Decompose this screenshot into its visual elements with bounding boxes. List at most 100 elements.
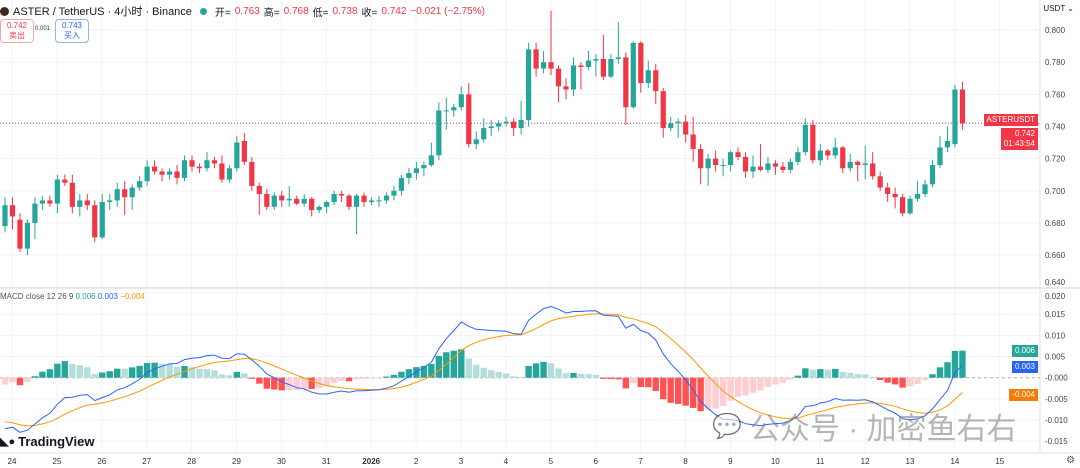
candle-body [548,62,554,69]
macd-histogram-bar [233,371,241,378]
macd-line [4,305,963,433]
candle [421,161,427,177]
macd-histogram-bar [794,375,802,378]
candle-body [204,160,210,169]
macd-histogram-bar [473,364,480,378]
currency-selector[interactable]: USDT ⌄ [1043,4,1074,13]
candle [952,84,958,148]
candle-body [922,184,928,194]
settings-gear-icon[interactable]: ⚙ [1066,455,1075,466]
macd-histogram-bar [390,374,398,378]
candle [488,120,494,137]
candle [653,63,659,104]
macd-histogram-bar [772,377,779,385]
macd-histogram-bar [308,377,315,390]
macd-histogram-bar [637,377,644,388]
candle-body [847,161,853,169]
candle [593,54,599,77]
candle [17,213,23,252]
macd-histogram-bar [121,368,128,378]
candle-body [226,168,232,180]
candle-body [914,193,921,199]
tradingview-logo[interactable]: ◣● TradingView [0,434,94,449]
symbol-price-badge: ASTERUSDT [983,114,1038,126]
candle [286,185,292,207]
x-axis-tick-label: 3 [459,457,464,466]
candle [907,195,913,215]
candle-body [62,179,68,183]
candle [196,163,203,174]
macd-histogram-bar [824,369,831,378]
price-axis-tick-label: 0.780 [1045,58,1066,67]
candle-body [735,152,741,158]
candle-body [361,195,367,203]
candle-body [959,89,966,124]
candle-body [870,163,876,177]
candle [713,150,719,172]
macd-histogram-bar [323,377,330,387]
candle-body [585,60,592,68]
macd-histogram-bar [69,364,76,378]
macd-histogram-bar [682,377,689,406]
candle-body [802,124,808,153]
macd-histogram-bar [338,377,345,381]
macd-histogram-bar [443,352,450,378]
candle-body [810,124,816,161]
macd-histogram-bar [368,377,375,379]
candle [2,197,8,233]
macd-histogram-bar [345,377,353,382]
candle-body [47,200,53,204]
macd-histogram-bar [891,377,899,385]
candle-body [413,168,419,174]
macd-legend[interactable]: MACD close 12 26 9 0.006 0.003 −0.004 [0,292,145,301]
candle-body [458,94,464,108]
candle-body [286,198,292,201]
candle [914,181,921,203]
macd-histogram-bar [906,377,914,387]
macd-histogram-bar [293,377,300,391]
macd-histogram-bar [802,368,809,378]
candle-body [249,161,255,186]
macd-histogram-bar [360,377,368,380]
candle [720,158,726,177]
candle [757,144,764,172]
symbol-title[interactable]: ASTER / TetherUS · 4小时 · Binance [13,6,192,18]
candle-body [772,163,779,167]
x-axis-tick-label: 5 [549,457,554,466]
candle-body [780,166,786,170]
candle-body [787,161,793,170]
macd-signal-line [4,313,963,427]
candle-body [39,200,45,204]
candle [847,153,853,172]
candle [398,174,405,196]
candle-body [540,62,547,69]
candle [533,42,539,77]
candle-body [301,198,307,204]
macd-histogram-bar [9,377,16,383]
candle-body [181,160,188,178]
x-axis-tick-label: 24 [8,457,17,466]
candle [211,157,218,169]
candle-body [742,157,749,172]
price-axis-tick-label: 0.660 [1045,251,1066,260]
candle [810,120,816,164]
candle [540,50,547,74]
change-value: −0.021 (−2.75%) [410,5,485,17]
candle-body [466,94,472,145]
candle [413,161,419,180]
candle [787,158,793,174]
sell-button[interactable]: 0.742 卖出 [0,19,34,43]
candle [473,131,479,149]
macd-histogram-bar [869,376,876,378]
macd-histogram-bar [166,364,173,378]
price-axis-tick-label: 0.720 [1045,155,1066,164]
buy-button[interactable]: 0.743 买入 [55,19,89,43]
macd-histogram-bar [39,371,46,378]
candle-body [757,166,764,170]
candle [383,192,390,204]
macd-histogram-bar [420,365,428,378]
macd-histogram-bar [832,368,839,378]
macd-histogram-bar [757,377,764,391]
macd-histogram-bar [951,350,959,378]
